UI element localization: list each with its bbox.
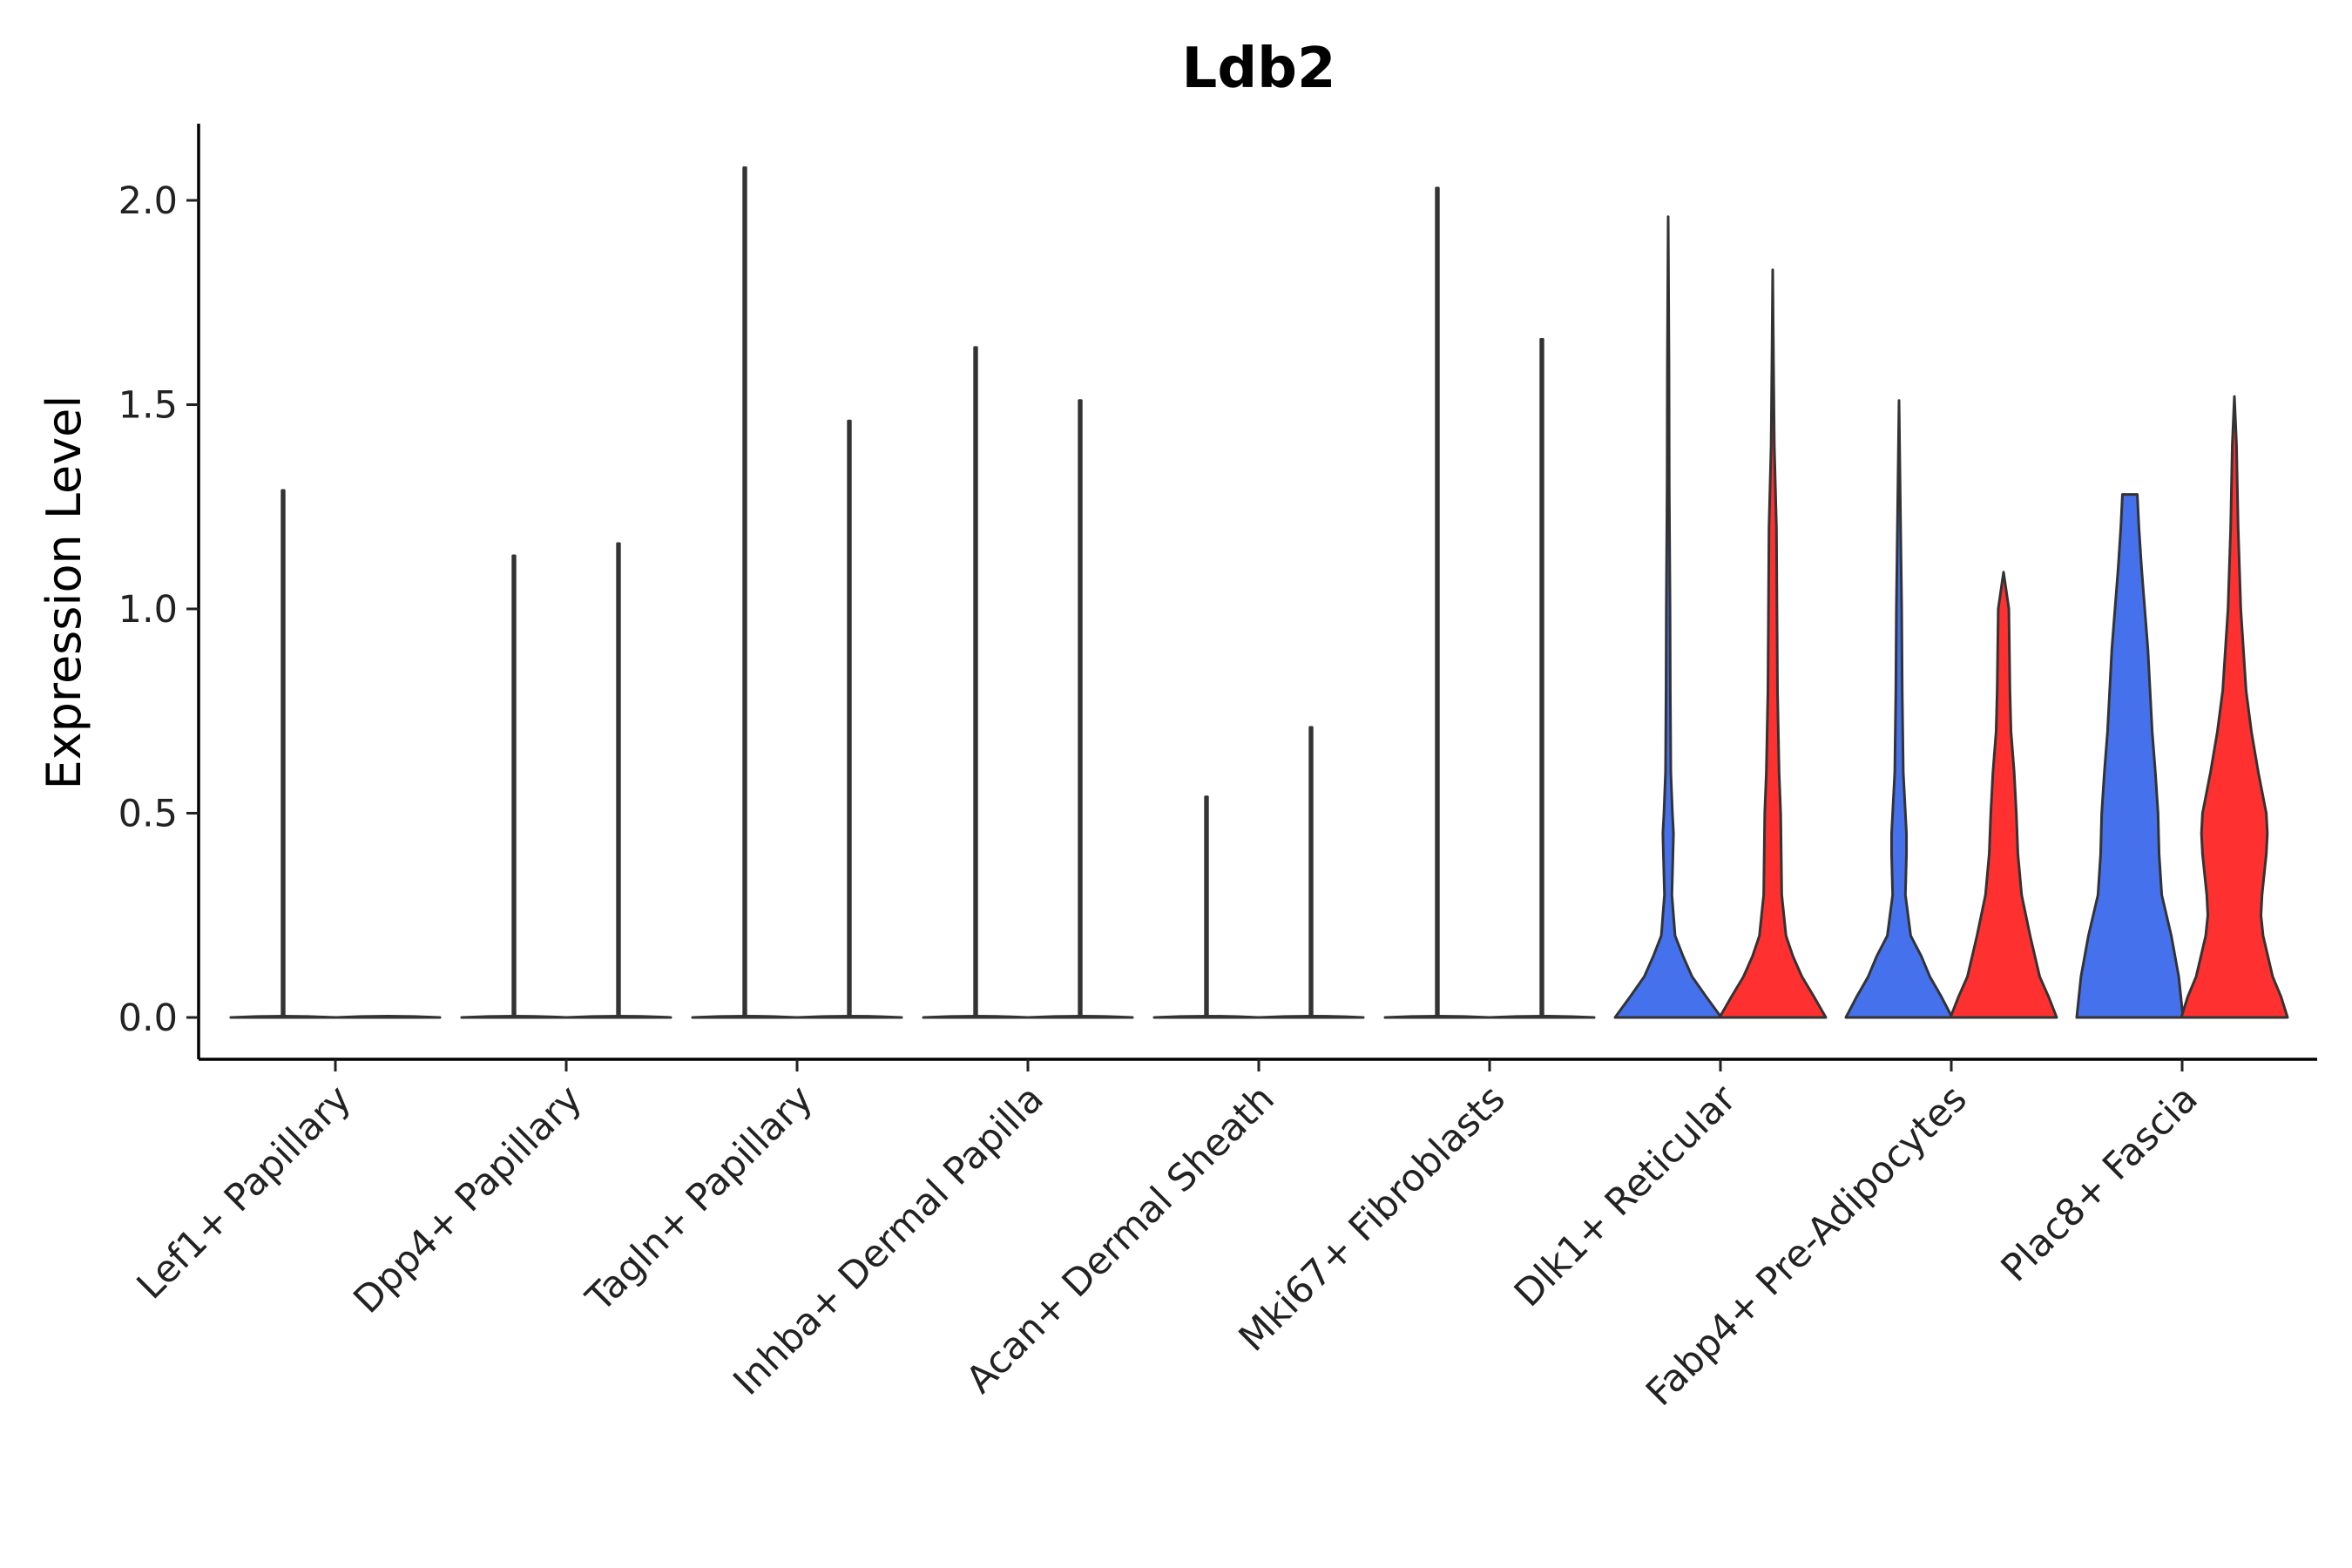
violin-left <box>2075 493 2185 1019</box>
violin-right <box>1078 399 1083 1017</box>
violin-right <box>2180 395 2289 1019</box>
violin-base <box>1257 1015 1365 1019</box>
violin-base <box>334 1015 442 1019</box>
x-tick-label: Dlk1+ Reticular <box>1506 1077 1745 1315</box>
violin-base <box>1488 1015 1596 1019</box>
violin-base <box>795 1015 903 1019</box>
violin-right <box>847 419 852 1017</box>
violin-base <box>1383 1015 1491 1019</box>
violin-base <box>922 1015 1030 1019</box>
y-tick-label: 1.5 <box>118 384 178 428</box>
y-tick-label: 1.0 <box>118 588 178 632</box>
x-tick-label: Plac8+ Fascia <box>1993 1077 2207 1290</box>
violin-left <box>1844 399 1954 1019</box>
x-tick-label: Mki67+ Fibroblasts <box>1231 1077 1514 1360</box>
x-tick-label: Dpp4+ Papillary <box>346 1077 591 1321</box>
y-tick-label: 0.5 <box>118 793 178 836</box>
violin-base <box>1026 1015 1134 1019</box>
violin-left <box>280 489 286 1017</box>
violin-right <box>1308 726 1314 1017</box>
violin-left <box>511 554 517 1017</box>
x-tick-label: Tagln+ Papillary <box>578 1077 821 1321</box>
violin-base <box>460 1015 568 1019</box>
violin-left <box>1613 215 1723 1019</box>
y-axis: 0.0 0.5 1.0 1.5 2.0 <box>118 124 200 1059</box>
chart-title: Ldb2 <box>1182 37 1336 101</box>
x-tick-label: Lef1+ Papillary <box>129 1077 360 1308</box>
y-tick-label: 2.0 <box>118 179 178 223</box>
violin-left <box>973 346 978 1017</box>
violin-base <box>1152 1015 1260 1019</box>
violin-left <box>1435 186 1440 1017</box>
violin-base <box>229 1015 337 1019</box>
violin-right <box>1949 571 2058 1019</box>
violin-right <box>616 542 621 1017</box>
y-tick-label: 0.0 <box>118 997 178 1040</box>
violin-right <box>1718 268 1828 1019</box>
violin-left <box>1204 795 1209 1017</box>
violin-right <box>1539 337 1544 1017</box>
violin-layer <box>229 166 2289 1019</box>
violin-base <box>564 1015 672 1019</box>
violin-left <box>742 166 747 1017</box>
violin-base <box>691 1015 799 1019</box>
y-axis-label: Expression Level <box>37 395 91 790</box>
